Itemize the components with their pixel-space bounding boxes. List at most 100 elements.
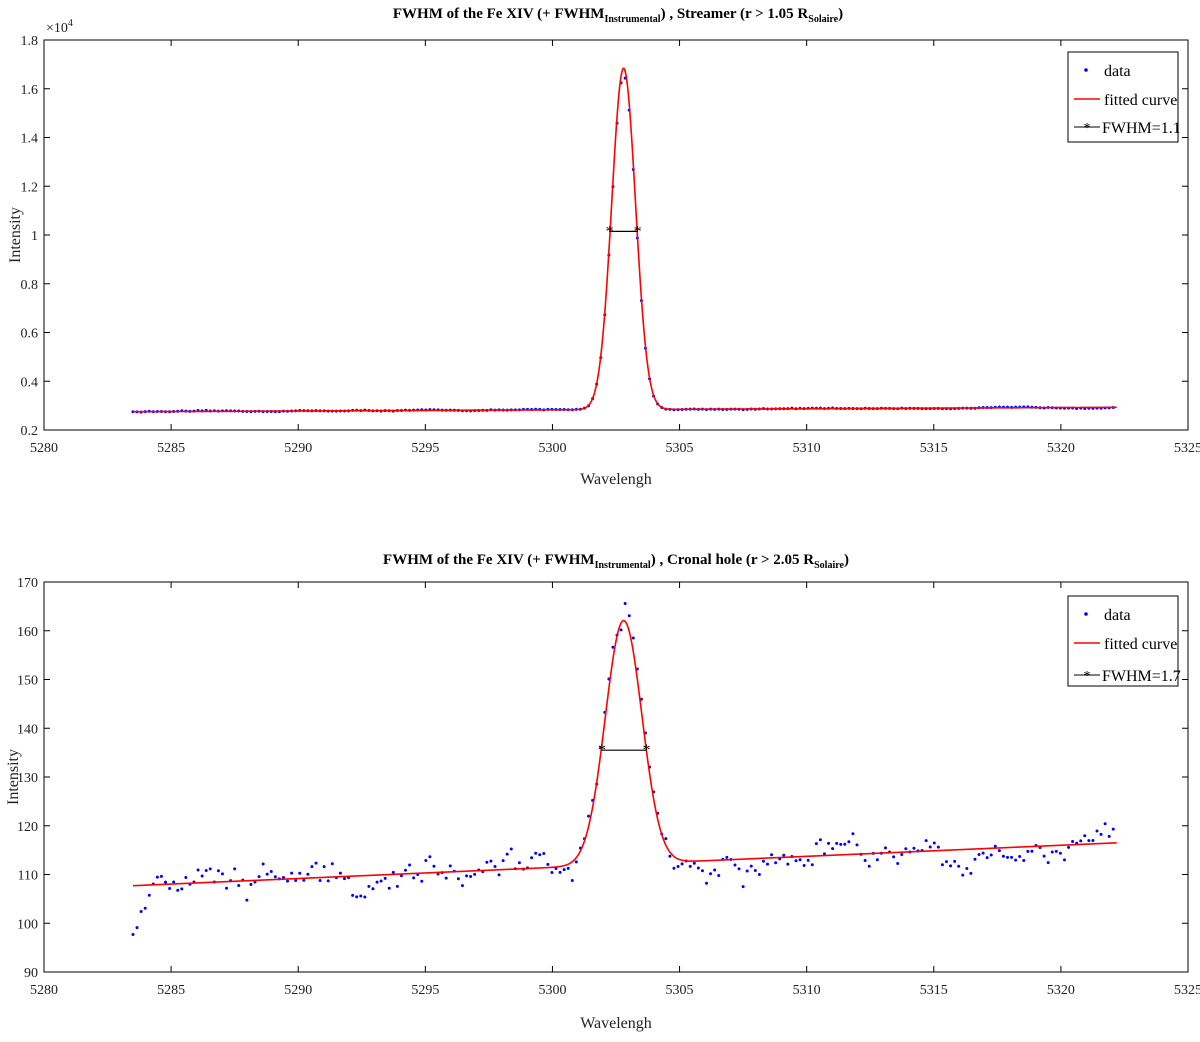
data-point [957, 864, 961, 868]
x-ticks: 5280 5285 5290 5295 5300 5305 5310 5315 5320 5325 [30, 40, 1200, 456]
data-point [932, 841, 936, 845]
chart-title: FWHM of the Fe XIV (+ FWHMInstrumental) … [393, 6, 843, 25]
data-point [969, 871, 973, 875]
data-point [883, 846, 887, 850]
data-point [485, 860, 489, 864]
chart-title: FWHM of the Fe XIV (+ FWHMInstrumental) … [383, 552, 849, 571]
data-point [855, 843, 859, 847]
data-point [245, 898, 249, 902]
data-point [249, 882, 253, 886]
data-point [1071, 840, 1075, 844]
data-point [155, 875, 159, 879]
y-axis-label: Intensity [5, 749, 22, 805]
data-point [363, 895, 367, 899]
data-point [672, 866, 676, 870]
x-tick-label: 5285 [157, 441, 185, 456]
data-point [863, 859, 867, 863]
data-point [997, 849, 1001, 853]
data-point [379, 879, 383, 883]
fwhm-endpoint-star: * [634, 223, 642, 240]
x-tick-label: 5295 [411, 441, 439, 456]
data-point [867, 864, 871, 868]
y-tick-label: 130 [17, 771, 38, 786]
y-axis-label: Intensity [7, 207, 24, 263]
data-point [448, 864, 452, 868]
data-point [420, 879, 424, 883]
data-point [1103, 822, 1107, 826]
data-point [359, 894, 363, 898]
data-point [1022, 859, 1026, 863]
data-point [717, 873, 721, 877]
fwhm-marker: * * [606, 223, 642, 240]
data-point [574, 860, 578, 864]
legend-fwhm-star: * [1084, 669, 1091, 684]
y-tick-label: 90 [24, 966, 38, 981]
data-point [505, 852, 509, 856]
x-tick-label: 5325 [1174, 441, 1200, 456]
data-point [851, 832, 855, 836]
legend-entry-fwhm: FWHM=1.7 [1102, 668, 1181, 685]
data-point [1058, 851, 1062, 855]
data-point [1054, 849, 1058, 853]
data-point [1087, 839, 1091, 843]
data-point [281, 876, 285, 880]
legend-entry-fit: fitted curve [1104, 92, 1177, 109]
data-point [810, 863, 814, 867]
data-point [143, 906, 147, 910]
data-point [164, 880, 168, 884]
data-point [196, 868, 200, 872]
data-point [713, 868, 717, 872]
data-point [558, 870, 562, 874]
data-point [1067, 845, 1071, 849]
data-point [627, 614, 631, 618]
data-point [216, 869, 220, 873]
x-tick-label: 5315 [920, 441, 948, 456]
x-tick-label: 5295 [411, 983, 439, 998]
data-point [839, 842, 843, 846]
data-point [318, 879, 322, 883]
data-point [534, 851, 538, 855]
data-point [322, 865, 326, 869]
data-point [806, 858, 810, 862]
data-point [147, 893, 151, 897]
data-point [184, 876, 188, 879]
data-point [517, 861, 521, 865]
data-point [770, 853, 774, 857]
data-point [753, 868, 757, 872]
data-point [822, 852, 826, 856]
data-point [847, 840, 851, 844]
data-point [965, 866, 969, 870]
data-point [696, 866, 700, 870]
data-point [623, 602, 627, 606]
data-point [1107, 834, 1111, 838]
data-point [135, 926, 139, 930]
y-tick-label: 0.4 [21, 375, 39, 390]
panel-streamer: FWHM of the Fe XIV (+ FWHMInstrumental) … [7, 6, 1200, 488]
data-point [725, 855, 729, 859]
data-point [705, 881, 708, 885]
data-point [566, 866, 570, 870]
data-point [265, 872, 269, 876]
fwhm-endpoint-star: * [598, 742, 606, 759]
y-tick-label: 140 [17, 722, 38, 737]
data-point [749, 864, 753, 868]
data-point [619, 628, 623, 632]
data-point [538, 853, 542, 857]
x-axis-label: Wavelengh [580, 1015, 652, 1032]
data-point [981, 851, 985, 855]
x-tick-label: 5325 [1174, 983, 1200, 998]
data-point [176, 888, 180, 892]
data-point [326, 879, 330, 883]
data-point [570, 878, 574, 882]
y-tick-label: 1 [31, 229, 38, 244]
data-point [1111, 827, 1115, 831]
data-point [843, 842, 847, 846]
data-point [330, 862, 334, 866]
data-point [233, 867, 237, 871]
panel-coronal-hole: FWHM of the Fe XIV (+ FWHMInstrumental) … [5, 552, 1200, 1032]
data-point [904, 847, 908, 851]
data-point [664, 837, 668, 841]
data-point [631, 636, 635, 640]
data-point [940, 863, 944, 867]
legend-entry-fwhm: FWHM=1.1 [1102, 120, 1181, 137]
